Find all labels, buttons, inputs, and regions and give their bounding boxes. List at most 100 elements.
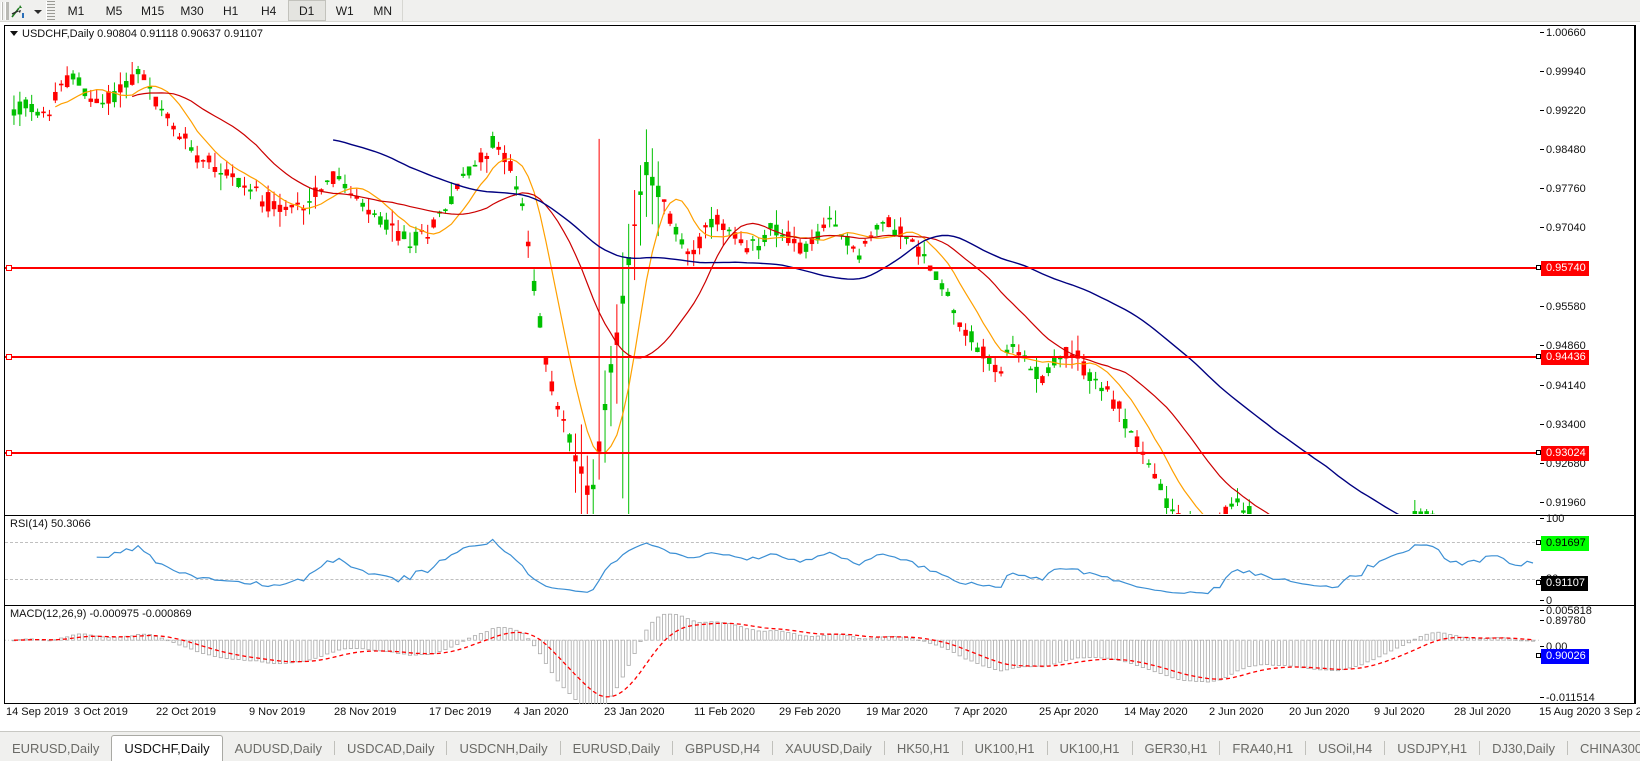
chart-frame[interactable]: USDCHF,Daily 0.90804 0.91118 0.90637 0.9…: [4, 25, 1636, 704]
time-tick: 29 Feb 2020: [779, 706, 841, 718]
tab-separator: [1384, 741, 1386, 755]
level-anchor[interactable]: [6, 354, 12, 360]
time-tick: 4 Jan 2020: [514, 706, 569, 718]
timeframe-button-m1[interactable]: M1: [67, 4, 85, 18]
price-badge-0.91697[interactable]: 0.91697: [1536, 536, 1589, 551]
toolbar-drag-handle[interactable]: [1, 1, 9, 20]
chevron-down-icon[interactable]: [10, 30, 18, 36]
price-axis[interactable]: 1.00660 0.99940 0.99220 0.98480 0.97760 0.970…: [1536, 26, 1635, 664]
tab-separator: [1219, 741, 1221, 755]
timeframe-button-h1[interactable]: H1: [223, 4, 239, 18]
timeframe-button-h4[interactable]: H4: [261, 4, 277, 18]
level-line-0.93024[interactable]: [5, 450, 1540, 456]
symbol-tab-dj30-daily[interactable]: DJ30,Daily: [1492, 741, 1555, 756]
badge-handle[interactable]: [1536, 450, 1541, 455]
timeframe-button-m5[interactable]: M5: [105, 4, 123, 18]
symbol-tab-hk50-h1[interactable]: HK50,H1: [896, 741, 950, 756]
price-badge-0.90026[interactable]: 0.90026: [1536, 649, 1589, 664]
price-badge-0.95740[interactable]: 0.95740: [1536, 261, 1589, 276]
symbol-tab-uk100-h1[interactable]: UK100,H1: [974, 741, 1035, 756]
symbol-tab-usdjpy-h1[interactable]: USDJPY,H1: [1397, 741, 1468, 756]
tab-separator: [559, 741, 561, 755]
time-tick: 11 Feb 2020: [694, 706, 755, 718]
tab-separator: [446, 741, 448, 755]
toolbar-dropdown-caret[interactable]: [31, 1, 44, 21]
symbol-tab-china300-h1[interactable]: CHINA300,H1: [1580, 741, 1640, 756]
time-tick: 9 Nov 2019: [249, 706, 306, 718]
price-badge-0.91107[interactable]: 0.91107: [1536, 576, 1588, 591]
macd-pane[interactable]: MACD(12,26,9) -0.000975 -0.000869 0.0058…: [5, 605, 1635, 704]
rsi-line-plot: [96, 538, 1534, 595]
symbol-tab-usdchf-daily[interactable]: USDCHF,Daily: [111, 735, 223, 761]
rsi-label: RSI(14) 50.3066: [10, 518, 91, 530]
level-anchor[interactable]: [6, 450, 12, 456]
rsi-plot-area[interactable]: [5, 516, 1540, 604]
time-tick: 14 May 2020: [1124, 706, 1188, 718]
macd-plot-area[interactable]: [5, 606, 1540, 704]
time-tick: 22 Oct 2019: [156, 706, 216, 718]
symbol-tab-eurusd-daily[interactable]: EURUSD,Daily: [572, 741, 660, 756]
price-tick-0.99220: 0.99220: [1540, 106, 1586, 117]
toolbar-empty-area: [401, 0, 1640, 21]
symbol-tab-eurusd-daily[interactable]: EURUSD,Daily: [12, 741, 100, 756]
badge-handle[interactable]: [1536, 653, 1541, 658]
tab-separator: [1046, 741, 1048, 755]
timeframe-button-mn[interactable]: MN: [373, 4, 393, 18]
time-tick: 3 Sep 2020: [1604, 706, 1640, 718]
time-axis: 14 Sep 2019 3 Oct 2019 22 Oct 2019 9 Nov 20…: [4, 706, 1640, 722]
price-pane[interactable]: USDCHF,Daily 0.90804 0.91118 0.90637 0.9…: [5, 26, 1635, 664]
symbol-tabbar: EURUSD,Daily USDCHF,Daily AUDUSD,Daily USDC…: [0, 731, 1640, 761]
level-line-0.95740[interactable]: [5, 265, 1540, 271]
price-badge-0.93024[interactable]: 0.93024: [1536, 446, 1589, 461]
price-plot-area[interactable]: [5, 26, 1540, 514]
toolbar-separator: [46, 1, 55, 20]
time-tick: 20 Jun 2020: [1289, 706, 1350, 718]
symbol-tab-usdcad-daily[interactable]: USDCAD,Daily: [347, 741, 435, 756]
chart-symbol-label[interactable]: USDCHF,Daily 0.90804 0.91118 0.90637 0.9…: [10, 28, 263, 40]
tab-separator: [1479, 741, 1481, 755]
time-tick: 9 Jul 2020: [1374, 706, 1425, 718]
price-tick-0.93400: 0.93400: [1540, 420, 1586, 431]
level-anchor[interactable]: [6, 265, 12, 271]
tab-separator: [1567, 741, 1568, 755]
rsi-tick-0: 0: [1540, 596, 1552, 607]
badge-handle[interactable]: [1536, 580, 1541, 585]
badge-handle[interactable]: [1536, 354, 1541, 359]
tab-separator: [961, 741, 963, 755]
price-badge-value: 0.95740: [1546, 262, 1586, 274]
price-tick-0.98480: 0.98480: [1540, 145, 1586, 156]
rsi-pane[interactable]: RSI(14) 50.3066 10070300: [5, 514, 1635, 607]
symbol-tab-fra40-h1[interactable]: FRA40,H1: [1232, 741, 1294, 756]
symbol-tab-uk100-h1[interactable]: UK100,H1: [1059, 741, 1120, 756]
timeframe-button-d1[interactable]: D1: [287, 0, 326, 21]
price-badge-0.94436[interactable]: 0.94436: [1536, 350, 1589, 365]
price-tick-0.97760: 0.97760: [1540, 184, 1586, 195]
symbol-tab-usdcnh-daily[interactable]: USDCNH,Daily: [459, 741, 548, 756]
price-tick-0.97040: 0.97040: [1540, 223, 1586, 234]
price-tick-0.94140: 0.94140: [1540, 381, 1586, 392]
timeframe-button-w1[interactable]: W1: [335, 4, 354, 18]
symbol-tab-usoil-h4[interactable]: USOil,H4: [1318, 741, 1373, 756]
timeframe-button-m30[interactable]: M30: [180, 4, 204, 18]
macd-tick--0.011514: -0.011514: [1540, 693, 1595, 704]
tab-separator: [772, 741, 774, 755]
badge-handle[interactable]: [1536, 265, 1541, 270]
chart-arrows-icon[interactable]: [9, 1, 31, 21]
symbol-tab-audusd-daily[interactable]: AUDUSD,Daily: [234, 741, 323, 756]
time-tick: 19 Mar 2020: [866, 706, 928, 718]
price-tick-0.92680: 0.92680: [1540, 459, 1586, 470]
price-tick-0.95580: 0.95580: [1540, 302, 1586, 313]
symbol-tab-gbpusd-h4[interactable]: GBPUSD,H4: [684, 741, 761, 756]
timeframe-button-m15[interactable]: M15: [141, 4, 165, 18]
symbol-tab-ger30-h1[interactable]: GER30,H1: [1144, 741, 1208, 756]
tab-separator: [1131, 741, 1133, 755]
price-tick-0.99940: 0.99940: [1540, 67, 1586, 78]
badge-handle[interactable]: [1536, 540, 1541, 545]
symbol-tabs: EURUSD,Daily USDCHF,Daily AUDUSD,Daily USDC…: [0, 735, 1640, 761]
level-line-0.94436[interactable]: [5, 354, 1540, 360]
time-tick: 14 Sep 2019: [6, 706, 69, 718]
price-badge-value: 0.93024: [1546, 447, 1586, 459]
symbol-tab-xauusd-daily[interactable]: XAUUSD,Daily: [785, 741, 872, 756]
macd-axis: 0.005818 0.00 -0.011514: [1540, 606, 1635, 704]
